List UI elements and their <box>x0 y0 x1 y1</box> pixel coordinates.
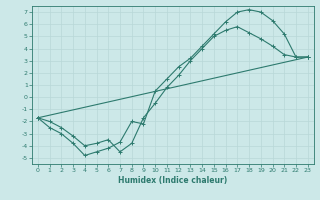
X-axis label: Humidex (Indice chaleur): Humidex (Indice chaleur) <box>118 176 228 185</box>
